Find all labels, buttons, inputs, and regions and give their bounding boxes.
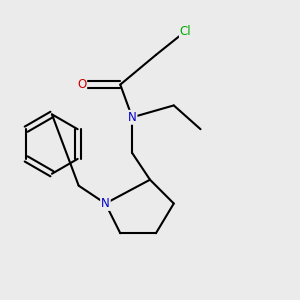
Text: N: N: [128, 111, 136, 124]
Text: N: N: [101, 197, 110, 210]
Text: Cl: Cl: [180, 25, 191, 38]
Text: O: O: [77, 78, 86, 91]
